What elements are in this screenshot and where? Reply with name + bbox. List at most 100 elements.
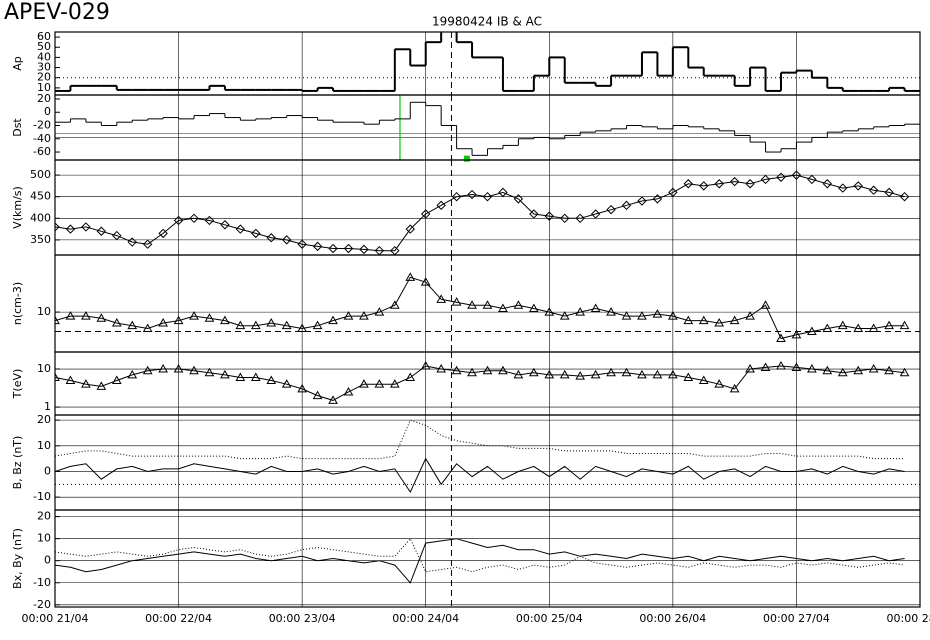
marker (189, 213, 199, 224)
marker (359, 379, 369, 388)
y-tick-label: 10 (37, 305, 51, 318)
marker (729, 315, 740, 325)
marker (55, 315, 60, 325)
marker (837, 367, 848, 377)
marker (65, 311, 76, 320)
marker (729, 383, 740, 393)
marker (822, 323, 833, 332)
y-axis-label: B, Bz (nT) (11, 436, 24, 490)
marker (281, 379, 292, 388)
y-axis-label: Bx, By (nT) (11, 528, 24, 589)
marker (112, 230, 122, 241)
marker (760, 300, 771, 309)
panel (55, 352, 910, 415)
marker (451, 365, 462, 375)
marker (575, 371, 586, 380)
y-tick-label: -60 (33, 145, 51, 158)
marker (853, 181, 863, 191)
marker (250, 372, 261, 381)
y-axis-label: n(cm-3) (11, 282, 24, 325)
y-tick-label: -40 (33, 132, 51, 145)
marker (436, 200, 446, 211)
marker (513, 300, 524, 309)
marker (65, 224, 76, 234)
series-line (55, 457, 905, 494)
marker (389, 300, 400, 309)
marker (714, 379, 725, 388)
y-tick-label: 20 (37, 413, 51, 426)
marker (96, 226, 107, 236)
marker (343, 386, 354, 396)
marker (745, 311, 755, 320)
marker (683, 372, 694, 381)
y-tick-label: 50 (37, 40, 51, 53)
marker (868, 323, 879, 332)
marker (266, 375, 277, 384)
marker (220, 220, 230, 230)
marker (528, 303, 539, 313)
marker (312, 241, 323, 252)
marker (899, 320, 910, 330)
marker (204, 367, 215, 377)
marker (606, 307, 616, 316)
series-line (55, 419, 905, 460)
panel-frame (54, 254, 921, 353)
panel (55, 160, 910, 255)
marker (235, 224, 246, 234)
marker (111, 318, 122, 327)
marker (729, 176, 740, 187)
marker (328, 395, 338, 404)
marker (127, 320, 138, 330)
marker (250, 320, 261, 330)
series-line (55, 537, 905, 573)
marker (467, 300, 477, 309)
marker (436, 294, 447, 303)
marker (807, 364, 817, 373)
marker (513, 369, 524, 379)
marker (81, 311, 91, 320)
marker (899, 191, 910, 202)
y-tick-label: 20 (37, 92, 51, 105)
marker (590, 209, 601, 219)
marker (158, 228, 168, 239)
marker (698, 375, 709, 384)
marker (220, 369, 230, 379)
marker (807, 326, 817, 336)
marker (807, 174, 817, 185)
marker (637, 369, 647, 379)
marker (343, 243, 354, 254)
marker (281, 320, 292, 330)
marker (698, 315, 709, 325)
marker (637, 196, 647, 206)
marker (606, 367, 616, 377)
x-tick-label: 00:00 28/04 (887, 612, 930, 625)
marker (251, 228, 261, 239)
marker (235, 372, 246, 381)
marker (528, 367, 539, 377)
marker (220, 315, 230, 325)
x-tick-label: 00:00 21/04 (22, 612, 89, 625)
marker (359, 244, 369, 255)
marker (575, 213, 585, 224)
x-tick-label: 00:00 26/04 (639, 612, 706, 625)
marker (776, 333, 786, 342)
marker (652, 369, 663, 379)
marker (621, 311, 632, 320)
marker (436, 364, 447, 373)
marker (451, 297, 462, 306)
marker (142, 323, 153, 332)
marker (559, 369, 570, 379)
marker (868, 185, 879, 195)
panel-frame (54, 159, 921, 256)
marker (142, 239, 153, 249)
x-tick-label: 00:00 23/04 (269, 612, 336, 625)
marker (158, 364, 168, 373)
marker (81, 222, 91, 232)
series-line (55, 174, 905, 252)
marker (158, 318, 168, 327)
y-tick-label: -20 (33, 598, 51, 611)
panel (55, 255, 920, 352)
panel (55, 510, 905, 607)
marker (266, 318, 277, 327)
